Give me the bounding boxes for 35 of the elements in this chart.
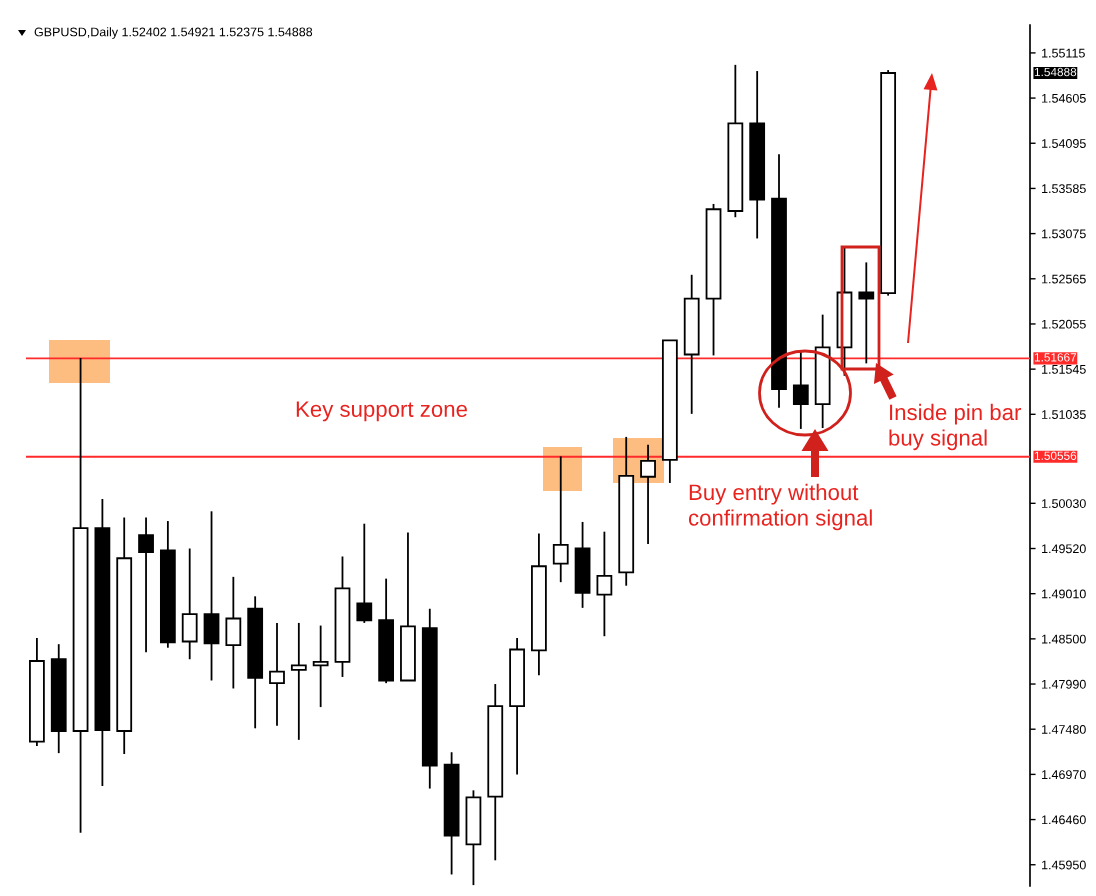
ref-line-label: 1.50556 bbox=[1034, 451, 1077, 460]
y-tick-label: 1.46460 bbox=[1042, 815, 1086, 825]
candlestick bbox=[640, 443, 656, 545]
y-tick-label: 1.55115 bbox=[1042, 48, 1085, 58]
candlestick bbox=[792, 350, 809, 430]
candlestick bbox=[356, 522, 373, 624]
y-tick-label: 1.53585 bbox=[1042, 184, 1086, 194]
chart-title: GBPUSD,Daily 1.52402 1.54921 1.52375 1.54888 bbox=[34, 27, 313, 39]
y-tick-label: 1.52055 bbox=[1042, 319, 1086, 329]
annotation: Inside pin bar buy signal bbox=[889, 403, 1022, 451]
y-tick-label: 1.49520 bbox=[1042, 544, 1086, 554]
ref-line-label: 1.51667 bbox=[1034, 353, 1077, 362]
y-tick-label: 1.47480 bbox=[1042, 725, 1086, 734]
candlestick bbox=[858, 261, 875, 365]
y-tick-label: 1.50030 bbox=[1042, 499, 1086, 508]
candlestick bbox=[290, 622, 307, 741]
y-tick-label: 1.45950 bbox=[1042, 860, 1086, 870]
annotation: Key support zone bbox=[296, 401, 467, 422]
y-tick-label: 1.54095 bbox=[1042, 139, 1086, 148]
y-tick-label: 1.53075 bbox=[1042, 229, 1086, 239]
y-tick-label: 1.46970 bbox=[1042, 770, 1086, 780]
y-tick-label: 1.48500 bbox=[1042, 634, 1086, 644]
y-tick-label: 1.51545 bbox=[1042, 365, 1086, 374]
text: 1.54888 bbox=[1034, 67, 1077, 77]
candlestick bbox=[312, 624, 329, 708]
y-tick-label: 1.52565 bbox=[1042, 274, 1086, 284]
candlestick bbox=[596, 530, 613, 638]
y-tick-label: 1.54605 bbox=[1042, 93, 1086, 103]
candlestick bbox=[552, 455, 569, 584]
y-tick-label: 1.49010 bbox=[1042, 589, 1086, 599]
y-tick-label: 1.51035 bbox=[1042, 410, 1086, 419]
candlestick bbox=[138, 516, 154, 654]
y-tick-label: 1.47990 bbox=[1042, 679, 1086, 689]
candlestick bbox=[269, 622, 285, 727]
annotation: Buy entry without confirmation signal bbox=[688, 483, 872, 531]
